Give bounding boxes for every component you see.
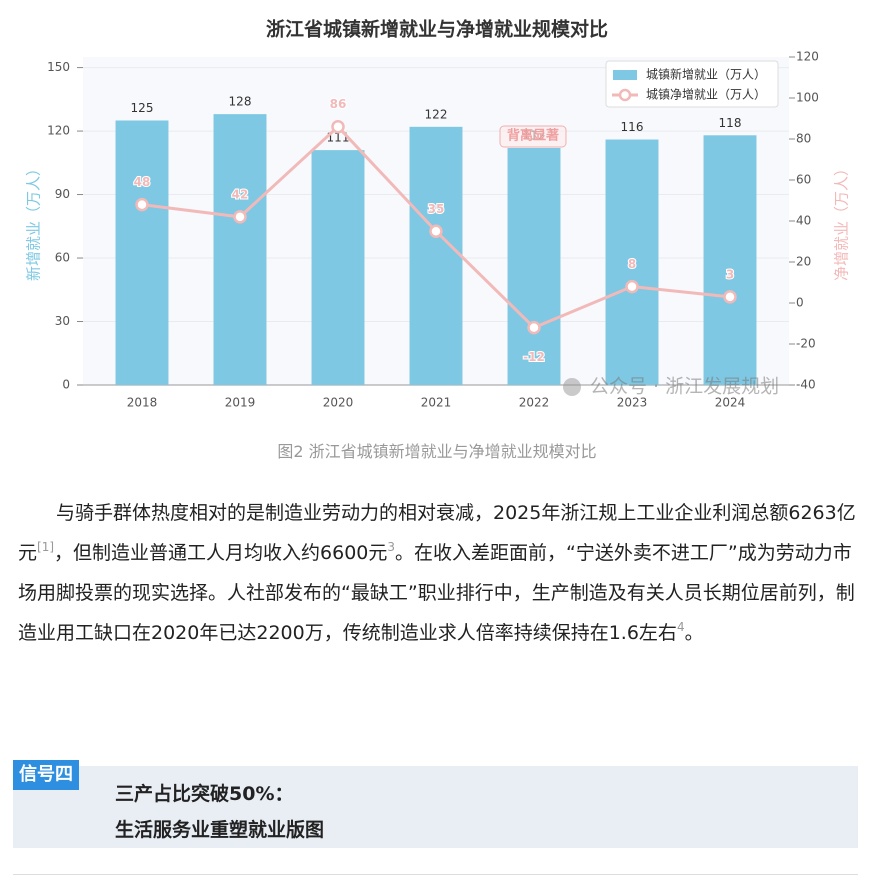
- line-point: [527, 320, 541, 335]
- legend-box: [605, 60, 779, 108]
- point-label: 48: [134, 175, 151, 189]
- y-tick-label: 0: [62, 378, 70, 392]
- point-label: -12: [523, 350, 545, 364]
- paragraph: 与骑手群体热度相对的是制造业劳动力的相对衰减，2025年浙江规上工业企业利润总额…: [18, 493, 858, 653]
- bar: [409, 126, 463, 385]
- x-tick-label: 2024: [715, 396, 746, 410]
- point-label: 8: [628, 257, 636, 271]
- y-tick-label: 120: [47, 124, 70, 138]
- point-label: 3: [726, 267, 734, 281]
- y2-tick-label: 120: [796, 50, 819, 64]
- y2-tick-label: 20: [796, 255, 811, 269]
- x-tick-label: 2023: [617, 396, 648, 410]
- y2-tick-label: 60: [796, 173, 811, 187]
- y2-tick-label: 100: [796, 91, 819, 105]
- watermark: 公众号 · 浙江发展规划: [590, 376, 779, 398]
- y2-tick-label: -40: [796, 378, 816, 392]
- bar: [311, 150, 365, 385]
- section-title-line: 三产占比突破50%：: [115, 783, 294, 805]
- section-title: 三产占比突破50%： 生活服务业重塑就业版图: [115, 776, 324, 848]
- x-tick-label: 2022: [519, 396, 550, 410]
- point-label: 42: [232, 187, 249, 201]
- line-point: [429, 224, 443, 238]
- y2-tick-label: -20: [796, 337, 816, 351]
- point-label: 86: [330, 97, 347, 111]
- y-tick-label: 30: [55, 314, 70, 328]
- legend-swatch: [613, 70, 637, 80]
- bar: [605, 139, 659, 385]
- section-tag: 信号四: [13, 760, 79, 790]
- x-tick-label: 2018: [127, 396, 158, 410]
- y2-tick-label: 80: [796, 132, 811, 146]
- text-run: ，但制造业普通工人月均收入约6600元: [54, 542, 388, 564]
- bar-label: 116: [621, 120, 644, 134]
- point-label: 35: [428, 202, 445, 216]
- watermark-icon: [563, 378, 581, 396]
- x-tick-label: 2021: [421, 396, 452, 410]
- y-axis-label: 新增就业（万人）: [25, 161, 43, 281]
- bar: [115, 120, 169, 385]
- bar-label: 125: [131, 101, 154, 115]
- x-tick-label: 2020: [323, 396, 354, 410]
- y-tick-label: 150: [47, 60, 70, 74]
- line-point: [723, 290, 737, 304]
- footnote-ref: 4: [676, 620, 685, 634]
- section-box: [13, 766, 858, 848]
- y2-tick-label: 0: [796, 296, 804, 310]
- y-tick-label: 60: [55, 251, 70, 265]
- bar-label: 128: [229, 95, 252, 109]
- footnote-ref: [1]: [37, 540, 55, 554]
- line-point: [331, 119, 345, 134]
- annotation-box: [499, 125, 567, 148]
- chart: 浙江省城镇新增就业与净增就业规模对比 0 30 60 90 120 150 -40 -20 0 2…: [25, 18, 851, 410]
- line-point: [233, 210, 247, 224]
- legend-marker: [618, 88, 632, 102]
- text-run: 与骑手群体热度相对的是制造业劳动力的相对衰减，2025年浙江规上工业企业利润总额…: [18, 502, 856, 564]
- line-point: [625, 279, 639, 294]
- legend-label: 城镇新增就业（万人）: [646, 67, 766, 82]
- text-run: 。在收入差距面前，“宁送外卖不进工厂”成为劳动力市场用脚投票的现实选择。人社部发…: [18, 542, 855, 644]
- y2-axis-label: 净增就业（万人）: [833, 161, 851, 281]
- divider: [13, 874, 858, 875]
- y-tick-label: 90: [55, 187, 70, 201]
- y2-tick-label: 40: [796, 214, 811, 228]
- footnote-ref: 3: [387, 540, 396, 554]
- legend-label: 城镇净增就业（万人）: [646, 88, 766, 102]
- annotation: 背离显著: [507, 128, 559, 144]
- bar: [213, 114, 267, 385]
- section-title-line: 生活服务业重塑就业版图: [115, 819, 325, 841]
- bar: [507, 147, 561, 385]
- bar-label: 118: [719, 116, 742, 130]
- chart-title: 浙江省城镇新增就业与净增就业规模对比: [266, 18, 608, 41]
- line-point: [135, 197, 149, 212]
- x-tick-label: 2019: [225, 396, 256, 410]
- text-run: 。: [684, 622, 704, 644]
- caption: 图2 浙江省城镇新增就业与净增就业规模对比: [277, 442, 597, 461]
- bar: [703, 135, 757, 385]
- bar-label: 122: [425, 107, 448, 121]
